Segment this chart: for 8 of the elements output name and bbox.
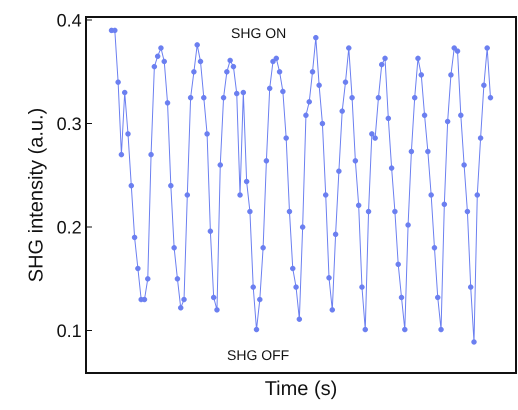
annotation: SHG ON [231, 25, 286, 41]
y-tick-label: 0.4 [56, 10, 82, 30]
y-tick-label: 0.3 [56, 114, 82, 134]
y-axis-title: SHG intensity (a.u.) [26, 108, 48, 282]
annotation: SHG OFF [227, 347, 290, 363]
x-axis-title: Time (s) [264, 378, 338, 400]
y-tick-label: 0.1 [56, 320, 82, 341]
y-tick-label: 0.2 [56, 217, 82, 238]
